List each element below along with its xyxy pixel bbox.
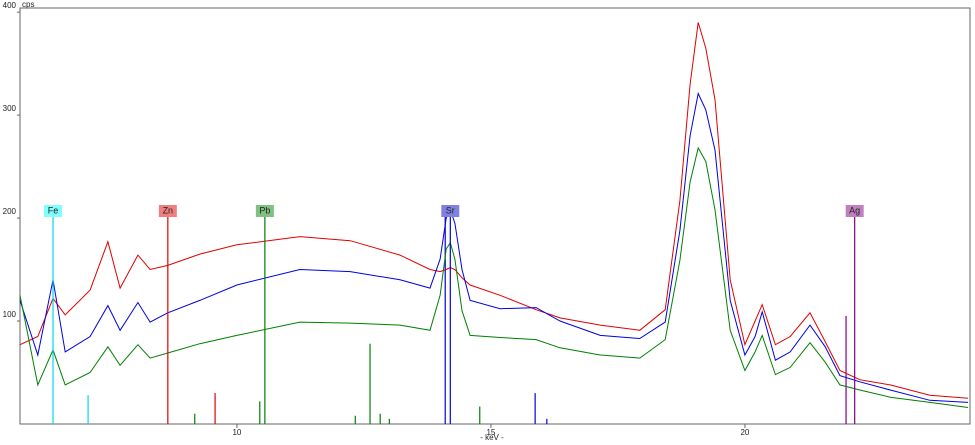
x-axis-label: - keV - [480, 433, 504, 442]
element-label-bg [44, 205, 63, 217]
plot-frame [19, 7, 971, 425]
x-tick-label: 20 [740, 428, 749, 437]
x-tick-label: 15 [486, 428, 495, 437]
y-tick-label: 200 [3, 207, 17, 216]
element-label-bg [255, 205, 274, 217]
element-label: Fe [48, 205, 59, 215]
element-label-bg [158, 205, 177, 217]
y-tick-label: 100 [3, 310, 17, 319]
spectrum-line [19, 91, 969, 403]
element-label: Sr [446, 205, 455, 215]
spectrum-line [19, 22, 969, 399]
y-axis-label: cps [22, 0, 34, 9]
element-label: Zn [163, 205, 174, 215]
spectrum-line [19, 146, 969, 408]
element-label-bg [441, 205, 460, 217]
element-label-bg [845, 205, 864, 217]
element-label: Pb [259, 205, 270, 215]
y-tick-label: 400 [3, 1, 17, 10]
y-tick-label: 300 [3, 104, 17, 113]
element-label: Ag [849, 205, 860, 215]
x-tick-label: 10 [232, 428, 241, 437]
